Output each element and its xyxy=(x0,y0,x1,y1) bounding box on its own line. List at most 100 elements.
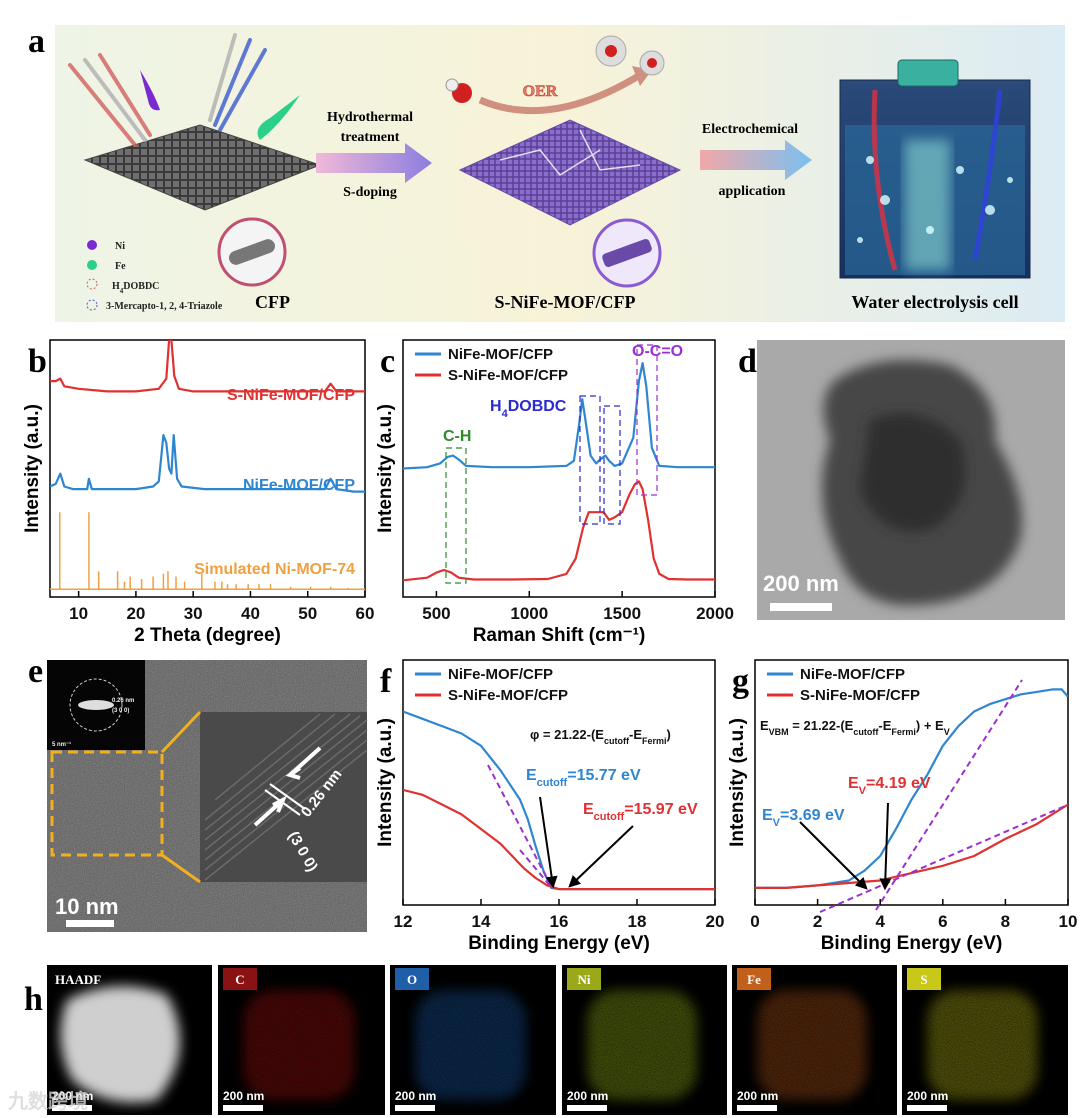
element-name: Fe xyxy=(747,972,761,987)
text-part: = 21.22-(E xyxy=(789,718,854,733)
plot-frame xyxy=(754,659,1069,906)
precursor-streams xyxy=(68,33,267,147)
panel-label: d xyxy=(738,343,757,380)
text-part: E xyxy=(848,775,859,792)
panel-label: e xyxy=(28,653,43,690)
legend-dot xyxy=(87,260,97,270)
panel-label: b xyxy=(28,343,47,380)
chart: b 10 20 30 40 50 60 2 Theta (degree) Intensity (… xyxy=(22,339,374,646)
annotation: EV=3.69 eV xyxy=(762,807,845,829)
zoom-lines xyxy=(160,710,202,884)
text-part: V xyxy=(859,785,867,797)
text-part: =4.19 eV xyxy=(866,775,931,792)
caption: CFP xyxy=(255,292,290,312)
annotation: O-C=O xyxy=(632,343,683,360)
element-name: Ni xyxy=(578,972,591,987)
text-part: Fermi xyxy=(642,736,667,746)
pointer-arrow xyxy=(568,825,634,888)
element-name: S xyxy=(920,972,927,987)
watermark: 九数跨境 xyxy=(7,1089,88,1113)
step-text: treatment xyxy=(341,130,400,145)
x-tick-label: 10 xyxy=(69,604,88,623)
x-axis-label: Binding Energy (eV) xyxy=(468,933,650,954)
inset-text: (3 0 0) xyxy=(112,708,129,714)
element-tag xyxy=(907,968,941,990)
scale-text: 10 nm xyxy=(55,894,119,919)
text-part: DOBDC xyxy=(508,398,567,415)
panel-a: a Ni Fe H4DOBDC 3-Mercapto-1, 2, 4-Triaz… xyxy=(28,23,1065,322)
y-axis-label: Intensity (a.u.) xyxy=(22,404,43,533)
text-part: H xyxy=(112,281,120,292)
legend-label: S-NiFe-MOF/CFP xyxy=(448,367,568,384)
scale-bar xyxy=(395,1105,435,1111)
panel-label: c xyxy=(380,343,395,380)
series-line xyxy=(403,362,715,470)
region-box xyxy=(636,344,658,496)
x-tick-label: 50 xyxy=(298,604,317,623)
caption: Water electrolysis cell xyxy=(851,292,1018,312)
x-tick-label: 10 xyxy=(1059,912,1078,931)
text-part: -E xyxy=(629,727,642,742)
o2-molecule xyxy=(605,45,617,57)
x-tick-label: 2 xyxy=(813,912,822,931)
x-axis-label: Raman Shift (cm⁻¹) xyxy=(473,625,646,646)
diffraction-ring xyxy=(69,678,123,732)
x-tick-label: 4 xyxy=(875,912,885,931)
x-tick-label: 20 xyxy=(126,604,145,623)
y-axis-label: Intensity (a.u.) xyxy=(375,404,396,533)
scale-bar xyxy=(770,603,832,611)
legend-dot xyxy=(86,278,98,290)
bubbles xyxy=(857,156,1013,243)
legend-dot xyxy=(87,240,97,250)
plot-area xyxy=(755,688,1068,889)
scale-text: 200 nm xyxy=(223,1089,264,1103)
spacing-arrows xyxy=(253,746,322,827)
annotation: H4DOBDC xyxy=(490,398,567,420)
sparks xyxy=(499,129,641,176)
x-tick-label: 20 xyxy=(706,912,725,931)
x-tick-label: 8 xyxy=(1001,912,1010,931)
series-label: S-NiFe-MOF/CFP xyxy=(227,387,355,404)
mof-fiber xyxy=(602,238,652,268)
scale-text: 200 nm xyxy=(567,1089,608,1103)
step-text: application xyxy=(719,184,786,199)
text-part: E xyxy=(526,767,537,784)
scale-text: 200 nm xyxy=(52,1089,93,1103)
legend-label: NiFe-MOF/CFP xyxy=(800,666,905,683)
pointer-arrow xyxy=(799,821,868,890)
panel-e: 0.26 nm (3 0 0) 5 nm⁻¹ 0.26 nm (3 0 0) e… xyxy=(28,653,368,932)
inset-text: 0.26 nm xyxy=(112,698,134,704)
haadf-particle xyxy=(60,986,180,1103)
annotation: Ecutoff=15.97 eV xyxy=(583,801,698,823)
process-arrow xyxy=(316,143,432,183)
legend-label: S-NiFe-MOF/CFP xyxy=(800,687,920,704)
scale-bar xyxy=(66,920,114,927)
element-tag xyxy=(567,968,601,990)
text-part: ) + E xyxy=(916,718,944,733)
series-line xyxy=(403,788,715,891)
element-name: C xyxy=(235,972,244,987)
x-tick-label: 14 xyxy=(472,912,491,931)
text-part: =15.97 eV xyxy=(624,801,698,818)
power-source xyxy=(897,59,959,87)
particle-core xyxy=(860,413,966,532)
panel-h: h HAADF 200 nm C 200 nm O 200 nm Ni 200 nm Fe 200… xyxy=(24,965,1068,1115)
tangent-line xyxy=(819,805,1066,913)
panel-label: g xyxy=(732,663,749,700)
annotation: φ = 21.22-(Ecutoff-EFermi) xyxy=(530,727,671,746)
y-axis-label: Intensity (a.u.) xyxy=(727,718,748,847)
scale-bar xyxy=(52,1105,92,1111)
text-part: =15.77 eV xyxy=(567,767,641,784)
inset-text: 5 nm⁻¹ xyxy=(52,741,71,748)
text-part: cutoff xyxy=(594,811,625,823)
element-name: O xyxy=(407,972,417,987)
scale-bar xyxy=(567,1105,607,1111)
legend-text: H4DOBDC xyxy=(112,281,159,295)
mof-layer xyxy=(458,119,682,226)
text-part: E xyxy=(583,801,594,818)
region-box xyxy=(579,395,601,525)
text-part: ) xyxy=(667,727,671,742)
o2-molecule xyxy=(647,58,657,68)
